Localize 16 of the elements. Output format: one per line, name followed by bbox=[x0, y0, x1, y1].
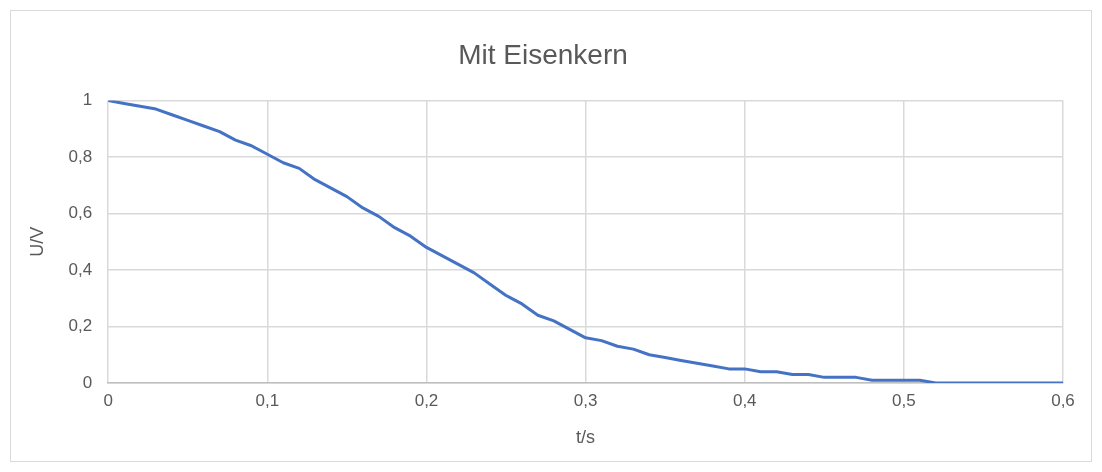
y-tick-label: 0,4 bbox=[68, 259, 93, 279]
y-tick-label: 0,8 bbox=[68, 146, 93, 166]
y-axis-title: U/V bbox=[26, 226, 47, 257]
chart-title: Mit Eisenkern bbox=[458, 38, 628, 70]
x-tick-label: 0,3 bbox=[573, 390, 598, 410]
x-tick-label: 0,5 bbox=[892, 390, 916, 410]
x-tick-label: 0,1 bbox=[255, 390, 280, 410]
x-tick-label: 0 bbox=[103, 390, 113, 410]
y-tick-label: 0,2 bbox=[68, 316, 93, 336]
y-tick-label: 1 bbox=[82, 90, 93, 110]
x-tick-label: 0,2 bbox=[414, 390, 439, 410]
x-tick-label: 0,6 bbox=[1051, 390, 1075, 410]
y-tick-label: 0 bbox=[82, 372, 93, 392]
x-axis-title: t/s bbox=[576, 427, 596, 448]
x-tick-label: 0,4 bbox=[732, 390, 757, 410]
y-tick-label: 0,6 bbox=[68, 203, 93, 223]
